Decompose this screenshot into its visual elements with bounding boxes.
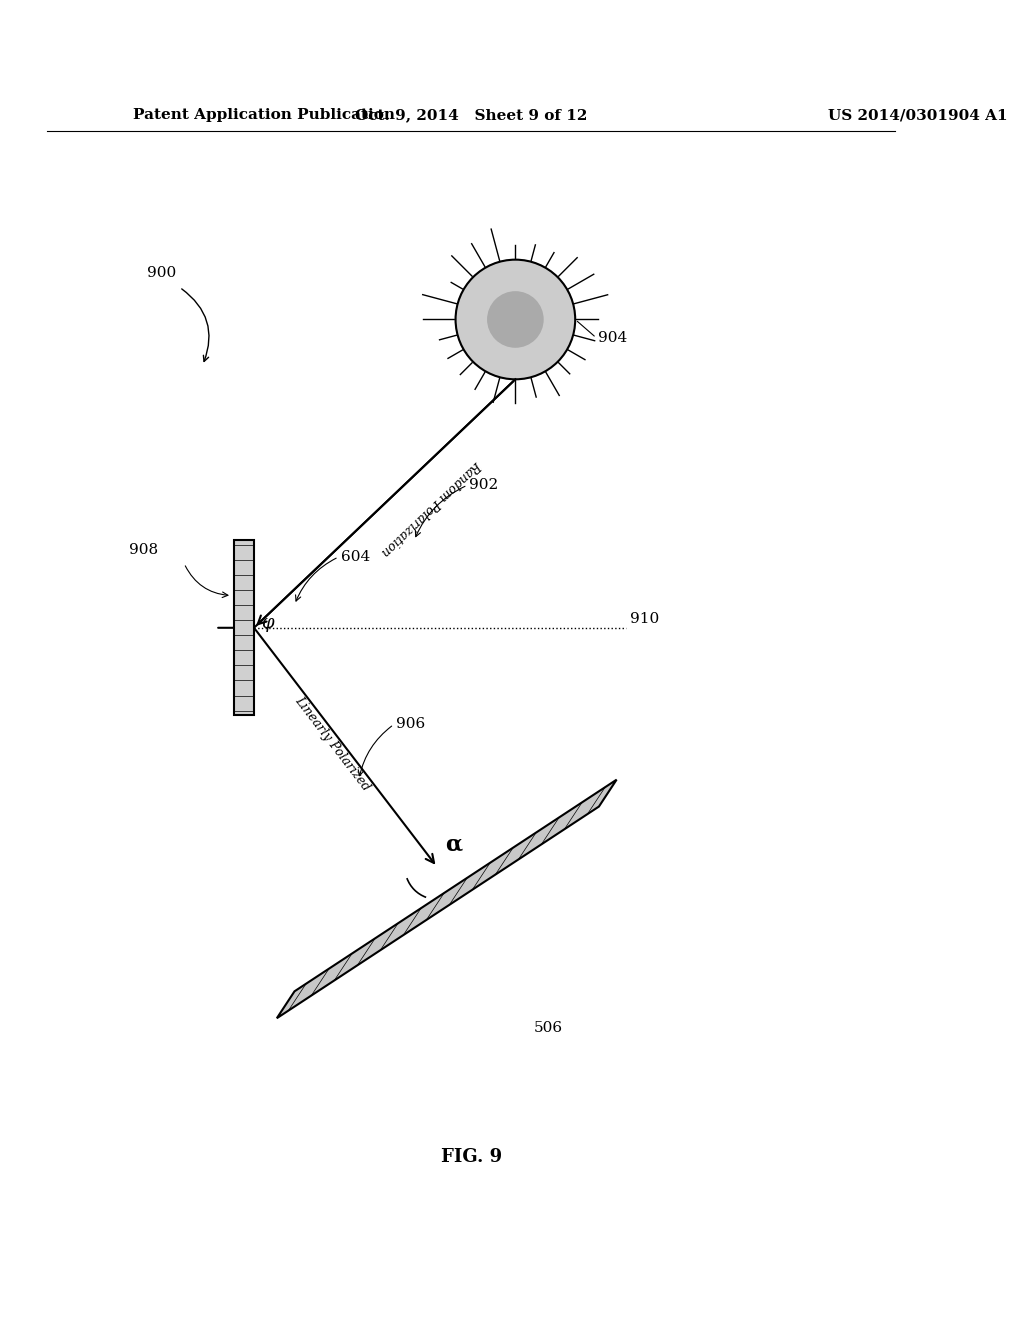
- Text: 910: 910: [631, 611, 659, 626]
- Text: 900: 900: [147, 267, 176, 280]
- Text: US 2014/0301904 A1: US 2014/0301904 A1: [828, 108, 1008, 123]
- FancyArrowPatch shape: [416, 486, 465, 537]
- Text: Linearly Polarized: Linearly Polarized: [292, 694, 373, 793]
- FancyArrowPatch shape: [296, 558, 336, 601]
- Text: α: α: [445, 833, 462, 855]
- Circle shape: [456, 260, 575, 379]
- Text: 902: 902: [469, 478, 499, 492]
- Text: Patent Application Publication: Patent Application Publication: [133, 108, 395, 123]
- FancyBboxPatch shape: [233, 540, 254, 715]
- Polygon shape: [276, 780, 616, 1018]
- Text: 904: 904: [598, 331, 628, 345]
- Text: 906: 906: [395, 718, 425, 731]
- Text: FIG. 9: FIG. 9: [440, 1148, 502, 1166]
- FancyArrowPatch shape: [358, 726, 391, 776]
- Text: φ: φ: [261, 614, 274, 632]
- Text: Oct. 9, 2014   Sheet 9 of 12: Oct. 9, 2014 Sheet 9 of 12: [355, 108, 588, 123]
- Text: 908: 908: [129, 543, 158, 557]
- FancyArrowPatch shape: [181, 289, 209, 362]
- Circle shape: [487, 292, 543, 347]
- Text: 604: 604: [341, 550, 370, 564]
- Text: 506: 506: [534, 1022, 563, 1035]
- FancyArrowPatch shape: [185, 566, 228, 598]
- Text: Random Polarization: Random Polarization: [378, 458, 483, 558]
